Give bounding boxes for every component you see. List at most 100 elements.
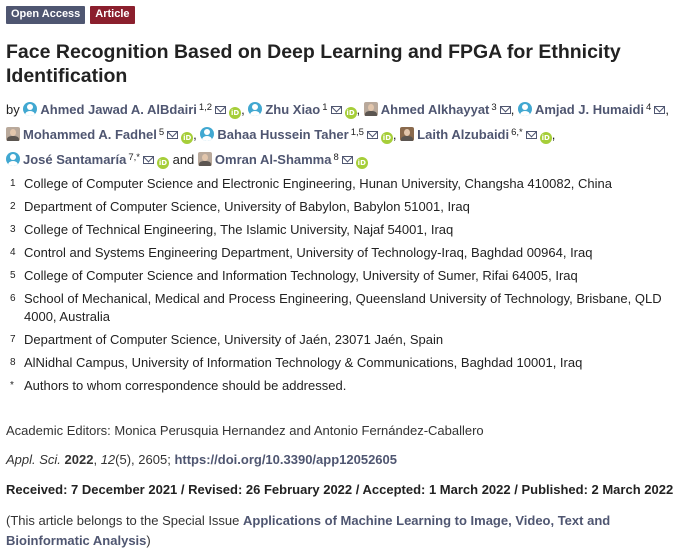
orcid-icon[interactable]: iD	[229, 107, 242, 119]
open-access-badge[interactable]: Open Access	[6, 6, 86, 24]
author-separator: ,	[193, 127, 197, 142]
affiliation-item: 5 College of Computer Science and Informa…	[6, 267, 686, 285]
affiliation-text: College of Computer Science and Electron…	[24, 176, 612, 191]
orcid-icon[interactable]: iD	[181, 132, 194, 144]
affiliation-text: Authors to whom correspondence should be…	[24, 378, 347, 393]
author-name-link[interactable]: Laith Alzubaidi	[417, 127, 510, 142]
affiliation-number: 3	[10, 224, 16, 235]
orcid-icon[interactable]: iD	[156, 157, 169, 169]
affiliation-number: 1	[10, 178, 16, 189]
author-name-link[interactable]: Omran Al-Shamma	[214, 152, 332, 167]
affiliation-text: AlNidhal Campus, University of Informati…	[24, 355, 583, 370]
affiliation-number: 7	[10, 334, 16, 345]
author-separator: ,	[665, 102, 669, 117]
affiliation-number: 2	[10, 201, 16, 212]
affiliation-list: 1 College of Computer Science and Electro…	[6, 175, 686, 400]
author-affiliation-sup: 7,*	[128, 152, 140, 163]
envelope-icon[interactable]	[330, 106, 342, 114]
author-entry: Omran Al-Shamma 8 iD	[197, 152, 368, 169]
envelope-icon[interactable]	[341, 156, 353, 164]
affiliation-number: 8	[10, 357, 16, 368]
author-affiliation-sup: 4	[646, 102, 652, 113]
affiliation-number: 6	[10, 293, 16, 304]
orcid-icon[interactable]: iD	[355, 157, 368, 169]
author-affiliation-sup: 1,2	[198, 102, 213, 113]
academic-editors: Academic Editors: Monica Perusquia Herna…	[6, 423, 484, 438]
article-type-badge[interactable]: Article	[90, 6, 135, 24]
affiliation-item: 2 Department of Computer Science, Univers…	[6, 198, 686, 216]
author-name-link[interactable]: Mohammed A. Fadhel	[23, 127, 157, 142]
author-avatar-icon[interactable]	[23, 102, 38, 116]
affiliation-text: School of Mechanical, Medical and Proces…	[24, 291, 662, 324]
affiliation-number: 5	[10, 270, 16, 281]
author-affiliation-sup: 8	[333, 152, 339, 163]
author-avatar-icon[interactable]	[248, 102, 263, 116]
author-separator: ,	[356, 102, 361, 117]
author-avatar-icon[interactable]	[400, 127, 415, 141]
author-name-link[interactable]: Zhu Xiao	[265, 102, 321, 117]
author-name-link[interactable]: Bahaa Hussein Taher	[217, 127, 349, 142]
author-affiliation-sup: 1	[322, 102, 328, 113]
affiliation-text: Control and Systems Engineering Departme…	[24, 245, 593, 260]
author-avatar-icon[interactable]	[517, 102, 532, 116]
author-separator: ,	[510, 102, 515, 117]
author-separator: ,	[551, 127, 556, 142]
and-label: and	[172, 152, 195, 167]
envelope-icon[interactable]	[366, 131, 378, 139]
by-label: by	[6, 102, 20, 117]
journal-name: Appl. Sci.	[6, 452, 61, 467]
envelope-icon[interactable]	[215, 106, 227, 114]
envelope-icon[interactable]	[499, 106, 511, 114]
author-name-link[interactable]: Ahmed Jawad A. AlBdairi	[40, 102, 197, 117]
envelope-icon[interactable]	[167, 131, 179, 139]
author-avatar-icon[interactable]	[363, 102, 378, 116]
envelope-icon[interactable]	[142, 156, 154, 164]
affiliation-number: 4	[10, 247, 16, 258]
affiliation-number: *	[10, 380, 14, 391]
author-avatar-icon[interactable]	[200, 127, 215, 141]
publication-dates: Received: 7 December 2021 / Revised: 26 …	[6, 482, 674, 497]
author-entry: José Santamaría 7,* iD	[6, 152, 169, 169]
author-name-link[interactable]: Amjad J. Humaidi	[534, 102, 645, 117]
author-entry: Zhu Xiao 1 iD,	[248, 102, 361, 119]
author-affiliation-sup: 5	[158, 127, 165, 138]
affiliation-item: 7 Department of Computer Science, Univers…	[6, 331, 686, 349]
author-affiliation-sup: 1,5	[350, 127, 364, 138]
affiliation-text: College of Technical Engineering, The Is…	[24, 222, 454, 237]
author-entry: Amjad J. Humaidi 4,	[517, 102, 669, 117]
affiliation-item: 1 College of Computer Science and Electro…	[6, 175, 686, 193]
citation-year: 2022	[64, 452, 94, 467]
citation: Appl. Sci. 2022, 12(5), 2605; https://do…	[6, 452, 397, 467]
orcid-icon[interactable]: iD	[344, 107, 357, 119]
author-entry: Ahmed Alkhayyat 3,	[363, 102, 515, 117]
special-issue-note: (This article belongs to the Special Iss…	[6, 511, 686, 551]
article-badges: Open Access Article	[6, 6, 135, 24]
author-affiliation-sup: 3	[491, 102, 497, 113]
affiliation-item: 6 School of Mechanical, Medical and Proce…	[6, 290, 686, 326]
author-name-link[interactable]: Ahmed Alkhayyat	[380, 102, 490, 117]
envelope-icon[interactable]	[525, 131, 537, 139]
affiliation-text: College of Computer Science and Informat…	[24, 268, 578, 283]
author-avatar-icon[interactable]	[197, 152, 212, 166]
affiliation-item: 8 AlNidhal Campus, University of Informat…	[6, 354, 686, 372]
citation-issue-pages: (5), 2605;	[115, 452, 171, 467]
author-avatar-icon[interactable]	[6, 127, 20, 141]
citation-volume: 12	[100, 452, 116, 467]
affiliation-text: Department of Computer Science, Universi…	[24, 332, 444, 347]
affiliation-item: 4 Control and Systems Engineering Departm…	[6, 244, 686, 262]
author-entry: Mohammed A. Fadhel 5 iD,	[6, 127, 197, 144]
author-entry: Laith Alzubaidi 6,* iD,	[400, 127, 556, 144]
author-affiliation-sup: 6,*	[511, 127, 523, 138]
doi-link[interactable]: https://doi.org/10.3390/app12052605	[174, 452, 397, 467]
author-entry: Ahmed Jawad A. AlBdairi 1,2 iD,	[23, 102, 245, 119]
special-issue-link[interactable]: Applications of Machine Learning to Imag…	[6, 513, 611, 548]
envelope-icon[interactable]	[654, 106, 666, 114]
affiliation-item: 3 College of Technical Engineering, The I…	[6, 221, 686, 239]
author-list: by Ahmed Jawad A. AlBdairi 1,2 iD, Zhu Xia…	[6, 96, 686, 171]
author-name-link[interactable]: José Santamaría	[23, 152, 127, 167]
orcid-icon[interactable]: iD	[539, 132, 552, 144]
author-avatar-icon[interactable]	[6, 152, 20, 166]
special-issue-prefix: (This article belongs to the Special Iss…	[6, 513, 244, 528]
article-title: Face Recognition Based on Deep Learning …	[6, 41, 621, 87]
orcid-icon[interactable]: iD	[380, 132, 393, 144]
